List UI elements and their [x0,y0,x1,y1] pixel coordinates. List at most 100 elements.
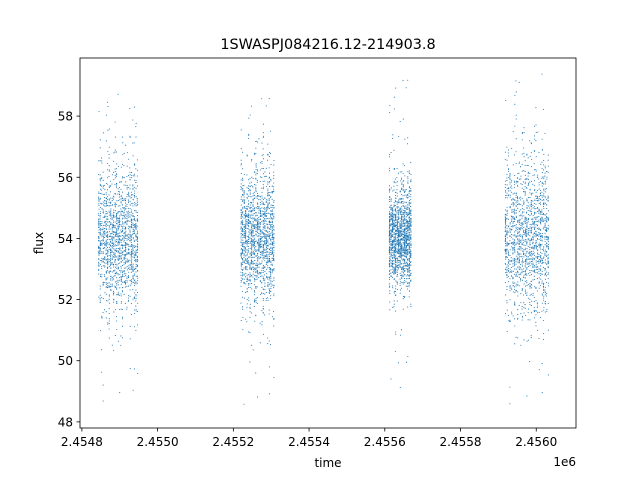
data-point [240,129,242,131]
data-point [396,221,398,223]
data-point [245,318,247,320]
data-point [110,258,112,260]
data-point [99,228,101,230]
data-point [262,256,264,258]
data-point [541,172,543,174]
data-point [132,269,134,271]
data-point [388,211,391,213]
data-point [118,243,120,245]
data-point [258,223,260,225]
data-point [117,250,119,252]
data-point [397,214,400,216]
data-point [120,278,122,280]
data-point [132,289,134,291]
data-point [241,273,244,275]
data-point [249,265,251,267]
data-point [262,148,264,150]
data-point [126,235,128,237]
data-point [122,286,124,289]
data-point [393,227,395,229]
data-point [393,209,395,211]
data-point [400,276,403,278]
data-point [111,218,113,220]
data-point [124,234,126,236]
data-point [255,271,257,273]
data-point [241,216,243,218]
data-point [120,308,122,310]
data-point [508,254,510,256]
data-point [402,237,404,239]
data-point [251,242,253,244]
data-point [112,264,114,266]
data-point [395,234,397,236]
data-point [105,283,107,285]
data-point [408,259,410,261]
data-point [261,200,263,202]
data-point [132,175,134,177]
data-point [410,224,412,226]
data-point [407,237,409,239]
data-point [405,205,407,207]
data-point [539,274,542,276]
data-point [399,386,401,388]
data-point [102,284,104,286]
data-point [120,265,122,267]
data-point [249,256,251,258]
data-point [123,258,125,260]
data-point [403,214,406,216]
data-point [393,225,395,227]
data-point [240,222,242,224]
data-point [102,384,104,386]
data-point [126,308,128,310]
data-point [526,280,528,282]
data-point [256,243,258,245]
data-point [514,234,516,236]
data-point [399,232,401,234]
data-point [125,257,127,259]
data-point [107,233,109,236]
data-point [506,268,508,270]
data-point [388,252,391,254]
data-point [129,197,131,199]
data-point [105,262,107,264]
data-point [113,209,115,211]
data-point [110,228,112,230]
data-point [273,243,275,245]
data-point [104,215,106,217]
data-point [108,185,110,187]
data-point [249,114,251,116]
data-point [99,264,102,266]
data-point [401,252,403,254]
data-point [401,225,403,227]
data-point [136,230,139,232]
data-point [129,240,131,242]
data-point [393,252,395,254]
data-point [269,266,271,269]
data-point [526,248,528,250]
data-point [393,222,395,224]
data-point [547,329,549,331]
data-point [252,213,254,215]
data-point [393,149,395,151]
data-point [270,218,272,220]
data-point [405,250,407,252]
data-point [133,216,135,218]
data-point [270,286,272,288]
data-point [255,177,257,179]
data-point [518,178,521,180]
data-point [108,128,110,130]
data-point [532,260,534,262]
data-point [399,199,401,201]
data-point [108,205,110,207]
data-point [408,290,411,292]
data-point [398,248,400,250]
data-point [100,230,102,232]
data-point [114,275,116,277]
data-point [513,286,516,288]
data-point [105,311,107,313]
data-point [268,393,270,395]
data-point [267,154,269,156]
data-point [129,227,131,229]
data-point [107,212,109,214]
data-point [133,251,135,253]
